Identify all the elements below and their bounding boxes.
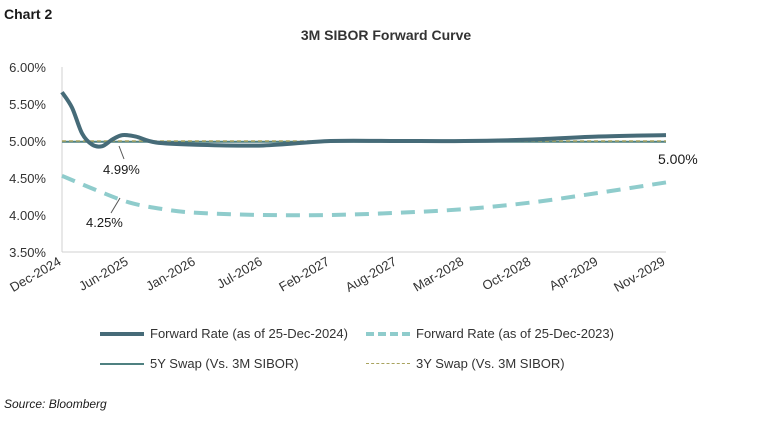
legend-label-swap-5y: 5Y Swap (Vs. 3M SIBOR) [150, 356, 299, 371]
series-forward-2023 [61, 173, 667, 218]
x-tick-label: Oct-2028 [479, 254, 533, 294]
y-tick-label: 4.50% [9, 171, 46, 186]
x-tick-label: Feb-2027 [276, 254, 332, 295]
series-lines [60, 91, 667, 218]
annotation-5-00: 5.00% [658, 151, 698, 167]
y-tick-label: 5.00% [9, 134, 46, 149]
y-tick-label: 3.50% [9, 245, 46, 260]
legend-item-forward-2024: Forward Rate (as of 25-Dec-2024) [100, 326, 348, 341]
x-tick-label: Nov-2029 [611, 254, 667, 295]
chart-title: 3M SIBOR Forward Curve [300, 27, 472, 43]
legend-item-forward-2023: Forward Rate (as of 25-Dec-2023) [366, 326, 614, 341]
x-tick-label: Mar-2028 [410, 254, 466, 295]
annotation-leader-4-25 [110, 197, 121, 214]
y-tick-label: 5.50% [9, 97, 46, 112]
annotation-4-99: 4.99% [103, 162, 140, 177]
legend-item-swap-3y: 3Y Swap (Vs. 3M SIBOR) [366, 356, 565, 371]
x-tick-label: Apr-2029 [547, 254, 601, 294]
annotation-4-25: 4.25% [86, 215, 123, 230]
legend-swatch-forward-2024 [100, 331, 144, 336]
legend-label-swap-3y: 3Y Swap (Vs. 3M SIBOR) [416, 356, 565, 371]
annotation-leader-4-99 [118, 145, 125, 160]
legend-item-swap-5y: 5Y Swap (Vs. 3M SIBOR) [100, 356, 299, 371]
series-forward-2024 [60, 91, 667, 149]
x-axis: Dec-2024 Jun-2025 Jan-2026 Jul-2026 Feb-2027… [7, 251, 668, 295]
legend-label-forward-2023: Forward Rate (as of 25-Dec-2023) [416, 326, 614, 341]
legend-swatch-swap-3y [366, 363, 410, 364]
legend-swatch-swap-5y [100, 362, 144, 365]
x-tick-label: Jul-2026 [214, 254, 265, 292]
y-axis: 3.50% 4.00% 4.50% 5.00% 5.50% 6.00% [9, 60, 63, 260]
x-tick-label: Jun-2025 [76, 254, 130, 294]
y-tick-label: 4.00% [9, 208, 46, 223]
legend-swatch-forward-2023 [366, 331, 410, 336]
source-note: Source: Bloomberg [4, 397, 107, 411]
legend-label-forward-2024: Forward Rate (as of 25-Dec-2024) [150, 326, 348, 341]
x-tick-label: Jan-2026 [143, 254, 197, 294]
y-tick-label: 6.00% [9, 60, 46, 75]
annotations: 4.99% 4.25% 5.00% [86, 145, 698, 230]
x-tick-label: Aug-2027 [343, 254, 399, 295]
chart-label: Chart 2 [4, 6, 53, 22]
